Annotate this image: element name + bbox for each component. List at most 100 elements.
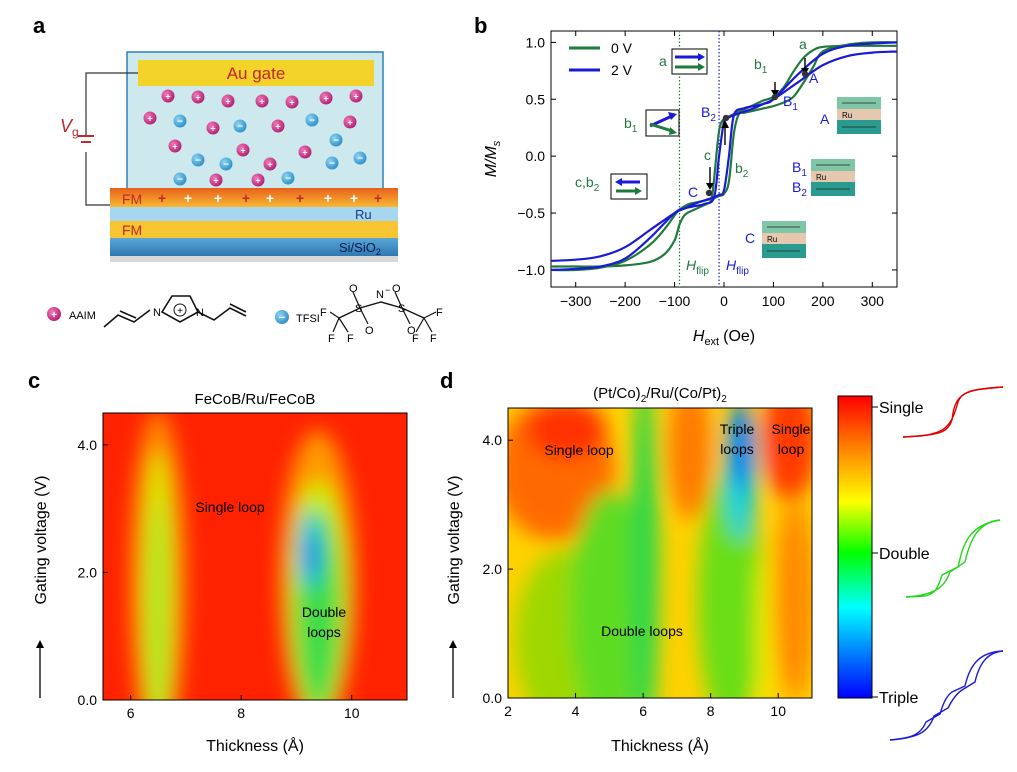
cation-ion-sign: + — [195, 93, 200, 103]
panel-a-device-schematic: Au gate Vg + + + + + + +++ + ++ + ++ ++− −−−− −−− −− F… — [47, 51, 443, 345]
b-ytick-label: 0.5 — [526, 91, 546, 107]
panel-b-hysteresis-chart: −300 −200 −100 0 100 200 300−1.0−0.50.00.51.0 … — [483, 30, 898, 348]
d-label-single: Single loop — [544, 442, 613, 458]
tfsi-f4: F — [436, 307, 443, 319]
hysteresis-curves — [551, 41, 897, 272]
mini-loop-double — [905, 519, 1001, 598]
surface-charge: + — [324, 190, 332, 206]
au-gate-label: Au gate — [227, 64, 286, 83]
surface-charge: + — [242, 190, 250, 206]
cation-ion — [263, 157, 277, 171]
c-band-6-core — [150, 500, 166, 700]
anion-ion-sign: − — [223, 160, 229, 171]
hflip-0v-label: Hflip — [686, 257, 709, 277]
cation-ion — [168, 139, 182, 153]
cation-ion — [349, 89, 363, 103]
ru-layer — [110, 207, 398, 221]
ytick-label: 4.0 — [483, 432, 503, 448]
anion-ion — [191, 153, 205, 167]
stack-B-ru-label: Ru — [816, 173, 826, 182]
cation-name: AAIM — [69, 310, 96, 322]
cation-ion — [191, 90, 205, 104]
panel-label-c: c — [28, 368, 40, 393]
anion-symbol — [275, 310, 289, 324]
anion-ion-sign: − — [195, 156, 201, 167]
annot-b2-green: b2 — [735, 160, 749, 180]
curve-annotations: a b1 A B1 B2 c b2 C — [688, 36, 819, 200]
b-ytick-label: −1.0 — [517, 262, 545, 278]
stack-A-label: A — [820, 111, 830, 127]
annot-C-blue: C — [688, 184, 698, 200]
anion-ion-sign: − — [285, 174, 291, 185]
anion-ion — [173, 172, 187, 186]
anion-ion-sign: − — [329, 159, 335, 170]
d-right-yellow — [756, 550, 768, 698]
cation-ion — [343, 115, 357, 129]
panel-c-heat-cells — [103, 413, 407, 700]
stack-inset-B: Ru B1 B2 — [792, 159, 855, 199]
panel-d-frame — [507, 407, 813, 699]
b-ytick-label: 1.0 — [526, 34, 546, 50]
cation-ion-sign: + — [210, 124, 215, 134]
stack-C-ru — [762, 233, 806, 244]
panel-b-xlabel: Hext (Oe) — [693, 328, 755, 348]
curve-2v-descending — [551, 41, 897, 262]
b-ytick-label: −0.5 — [517, 205, 545, 221]
d-right-red — [762, 408, 812, 500]
substrate-shadow — [110, 256, 398, 262]
inset-b1: b1 — [624, 109, 680, 137]
xtick-label: 4 — [572, 703, 580, 719]
d-left-red — [526, 408, 606, 460]
xtick-label: 8 — [707, 703, 715, 719]
anion-ion — [325, 156, 339, 170]
b-xtick-label: 200 — [811, 293, 835, 309]
cation-ion — [298, 145, 312, 159]
panel-c-xlabel: Thickness (Å) — [206, 736, 304, 755]
surface-charge: + — [214, 190, 222, 206]
tfsi-f2: F — [328, 333, 335, 345]
cation-ion — [319, 91, 333, 105]
mini-loop-single — [902, 386, 1004, 438]
d-right-orange — [775, 500, 812, 698]
colorbar-label-triple: Triple — [879, 690, 919, 707]
ytick-label: 0.0 — [483, 690, 503, 706]
cation-ion-sign: + — [225, 97, 230, 107]
inset-a: a — [659, 48, 708, 75]
c-band-9-blue — [305, 534, 317, 578]
tfsi-f5: F — [412, 333, 419, 345]
cation-ion-sign: + — [323, 94, 328, 104]
cation-ion — [271, 119, 285, 133]
b-xtick-label: −300 — [560, 293, 592, 309]
inset-a-label: a — [659, 53, 667, 69]
point-B2 — [722, 114, 730, 122]
legend-label-2v: 2 V — [611, 62, 633, 78]
cation-ion-sign: + — [275, 122, 280, 132]
cation-ion-sign: + — [240, 146, 245, 156]
surface-charge: + — [266, 190, 274, 206]
panel-label-b: b — [474, 13, 487, 38]
panel-d-ylabel: Gating voltage (V) — [446, 476, 463, 605]
inset-b1-arrowhead-green — [669, 127, 677, 135]
cation-ion-sign: + — [165, 92, 170, 102]
au-gate — [138, 60, 374, 86]
colorbar: Single Double Triple — [837, 386, 1004, 741]
tfsi-s1: S — [355, 303, 362, 315]
cation-symbol — [47, 307, 61, 321]
tfsi-o1: O — [349, 283, 358, 295]
point-B1 — [771, 93, 779, 101]
inset-b1-arrow-green — [649, 122, 673, 133]
surface-charge: + — [350, 190, 358, 206]
panel-label-d: d — [440, 368, 453, 393]
cation-ion — [206, 121, 220, 135]
vg-label: Vg — [60, 116, 79, 139]
anion-ion — [219, 157, 233, 171]
cation-ion-sign: + — [259, 97, 264, 107]
anion-ion-sign: − — [177, 175, 183, 186]
inset-b1-arrowhead-blue — [668, 112, 677, 120]
mini-loop-triple — [889, 650, 1004, 741]
cation-ion-sign: + — [289, 98, 294, 108]
arrow-b1-head — [771, 90, 779, 97]
xtick-label: 8 — [237, 705, 245, 721]
stack-C-ru-label: Ru — [767, 235, 777, 244]
